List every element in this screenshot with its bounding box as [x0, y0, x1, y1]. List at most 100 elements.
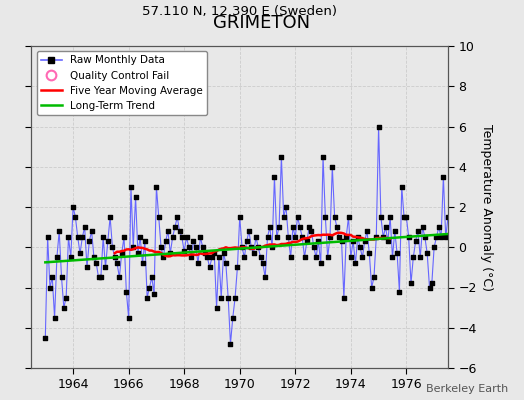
Point: [254, 244, 263, 250]
Point: [88, 228, 96, 234]
Point: [140, 238, 149, 244]
Point: [409, 254, 418, 260]
Point: [442, 234, 450, 240]
Point: [173, 214, 181, 220]
Point: [361, 238, 369, 244]
Point: [423, 250, 431, 256]
Point: [46, 284, 54, 291]
Point: [115, 274, 124, 281]
Point: [393, 250, 401, 256]
Point: [411, 238, 420, 244]
Point: [203, 254, 212, 260]
Point: [291, 234, 299, 240]
Point: [374, 123, 383, 130]
Point: [178, 234, 186, 240]
Point: [243, 238, 251, 244]
Point: [81, 224, 89, 230]
Point: [245, 228, 253, 234]
Point: [351, 260, 359, 266]
Point: [402, 214, 410, 220]
Point: [53, 254, 61, 260]
Point: [377, 214, 385, 220]
Point: [259, 260, 267, 266]
Point: [94, 274, 103, 281]
Point: [326, 234, 334, 240]
Point: [449, 238, 457, 244]
Point: [129, 244, 137, 250]
Point: [159, 254, 168, 260]
Point: [215, 254, 223, 260]
Point: [99, 234, 107, 240]
Point: [354, 234, 362, 240]
Point: [180, 248, 188, 254]
Point: [127, 184, 135, 190]
Point: [64, 234, 73, 240]
Point: [432, 234, 441, 240]
Point: [187, 254, 195, 260]
Point: [55, 228, 63, 234]
Point: [157, 244, 165, 250]
Y-axis label: Temperature Anomaly (°C): Temperature Anomaly (°C): [481, 124, 494, 290]
Point: [346, 254, 355, 260]
Point: [437, 234, 445, 240]
Point: [41, 335, 49, 341]
Point: [287, 254, 295, 260]
Point: [451, 254, 459, 260]
Point: [124, 314, 133, 321]
Point: [48, 274, 57, 281]
Point: [83, 264, 91, 270]
Point: [282, 204, 290, 210]
Point: [428, 280, 436, 287]
Point: [430, 244, 438, 250]
Point: [96, 274, 105, 281]
Point: [363, 228, 371, 234]
Point: [310, 244, 318, 250]
Point: [208, 254, 216, 260]
Point: [289, 224, 297, 230]
Point: [238, 244, 246, 250]
Point: [71, 214, 80, 220]
Point: [275, 224, 283, 230]
Point: [319, 154, 327, 160]
Point: [277, 154, 286, 160]
Point: [43, 234, 52, 240]
Point: [235, 214, 244, 220]
Point: [425, 284, 434, 291]
Point: [342, 234, 351, 240]
Point: [398, 184, 406, 190]
Point: [205, 264, 214, 270]
Text: Berkeley Earth: Berkeley Earth: [426, 384, 508, 394]
Point: [356, 244, 364, 250]
Point: [210, 250, 219, 256]
Point: [113, 260, 121, 266]
Point: [231, 294, 239, 301]
Point: [168, 234, 177, 240]
Point: [201, 250, 209, 256]
Point: [434, 224, 443, 230]
Point: [101, 264, 110, 270]
Point: [344, 214, 353, 220]
Point: [57, 274, 66, 281]
Point: [152, 184, 160, 190]
Point: [333, 224, 341, 230]
Point: [69, 204, 77, 210]
Point: [298, 234, 307, 240]
Point: [405, 234, 413, 240]
Point: [132, 194, 140, 200]
Point: [384, 238, 392, 244]
Point: [184, 244, 193, 250]
Point: [414, 228, 422, 234]
Point: [161, 238, 170, 244]
Point: [62, 294, 70, 301]
Point: [249, 250, 258, 256]
Point: [136, 234, 145, 240]
Point: [300, 254, 309, 260]
Point: [270, 174, 279, 180]
Point: [388, 254, 397, 260]
Point: [247, 244, 256, 250]
Point: [321, 214, 330, 220]
Point: [120, 234, 128, 240]
Point: [224, 294, 232, 301]
Point: [307, 228, 315, 234]
Point: [335, 234, 343, 240]
